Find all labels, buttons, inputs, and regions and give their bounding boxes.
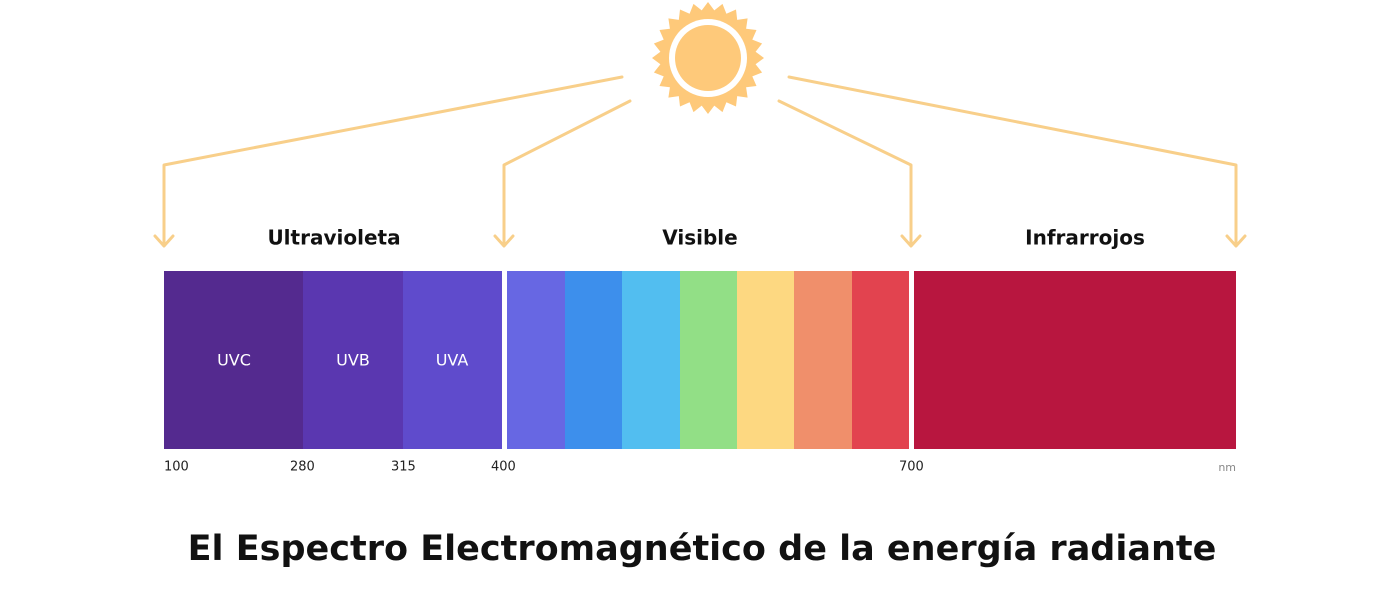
boundary-label: 700 bbox=[899, 460, 924, 475]
color-stripe bbox=[565, 271, 622, 449]
color-stripe bbox=[622, 271, 680, 449]
color-stripe bbox=[852, 271, 909, 449]
arrow bbox=[162, 75, 624, 247]
arrow bbox=[787, 75, 1238, 247]
boundary-label: 280 bbox=[290, 460, 315, 475]
group-label: Infrarrojos bbox=[1025, 226, 1145, 250]
arrow-head bbox=[493, 234, 515, 248]
uv-band bbox=[164, 271, 303, 449]
sun-core bbox=[675, 25, 741, 91]
uv-band bbox=[303, 271, 403, 449]
group-label: Visible bbox=[662, 226, 737, 250]
arrow bbox=[777, 99, 913, 247]
color-stripe bbox=[680, 271, 737, 449]
band-label: UVC bbox=[217, 351, 251, 370]
arrow-head bbox=[1225, 234, 1247, 248]
sun bbox=[652, 2, 764, 114]
arrow-head bbox=[900, 234, 922, 248]
infrared-band bbox=[914, 271, 1236, 449]
visible-spectrum bbox=[507, 271, 909, 449]
unit-label: nm bbox=[1218, 461, 1236, 474]
arrow-head bbox=[153, 234, 175, 248]
color-stripe bbox=[507, 271, 565, 449]
arrows bbox=[153, 75, 1247, 248]
band-label: UVB bbox=[336, 351, 370, 370]
color-stripe bbox=[794, 271, 852, 449]
uv-band bbox=[403, 271, 502, 449]
boundary-label: 100 bbox=[164, 460, 189, 475]
color-stripe bbox=[737, 271, 794, 449]
boundary-label: 400 bbox=[491, 460, 516, 475]
boundary-label: 315 bbox=[391, 460, 416, 475]
band-label: UVA bbox=[436, 351, 469, 370]
title: El Espectro Electromagnético de la energ… bbox=[188, 529, 1217, 569]
arrow bbox=[502, 99, 632, 247]
group-label: Ultravioleta bbox=[267, 226, 400, 250]
